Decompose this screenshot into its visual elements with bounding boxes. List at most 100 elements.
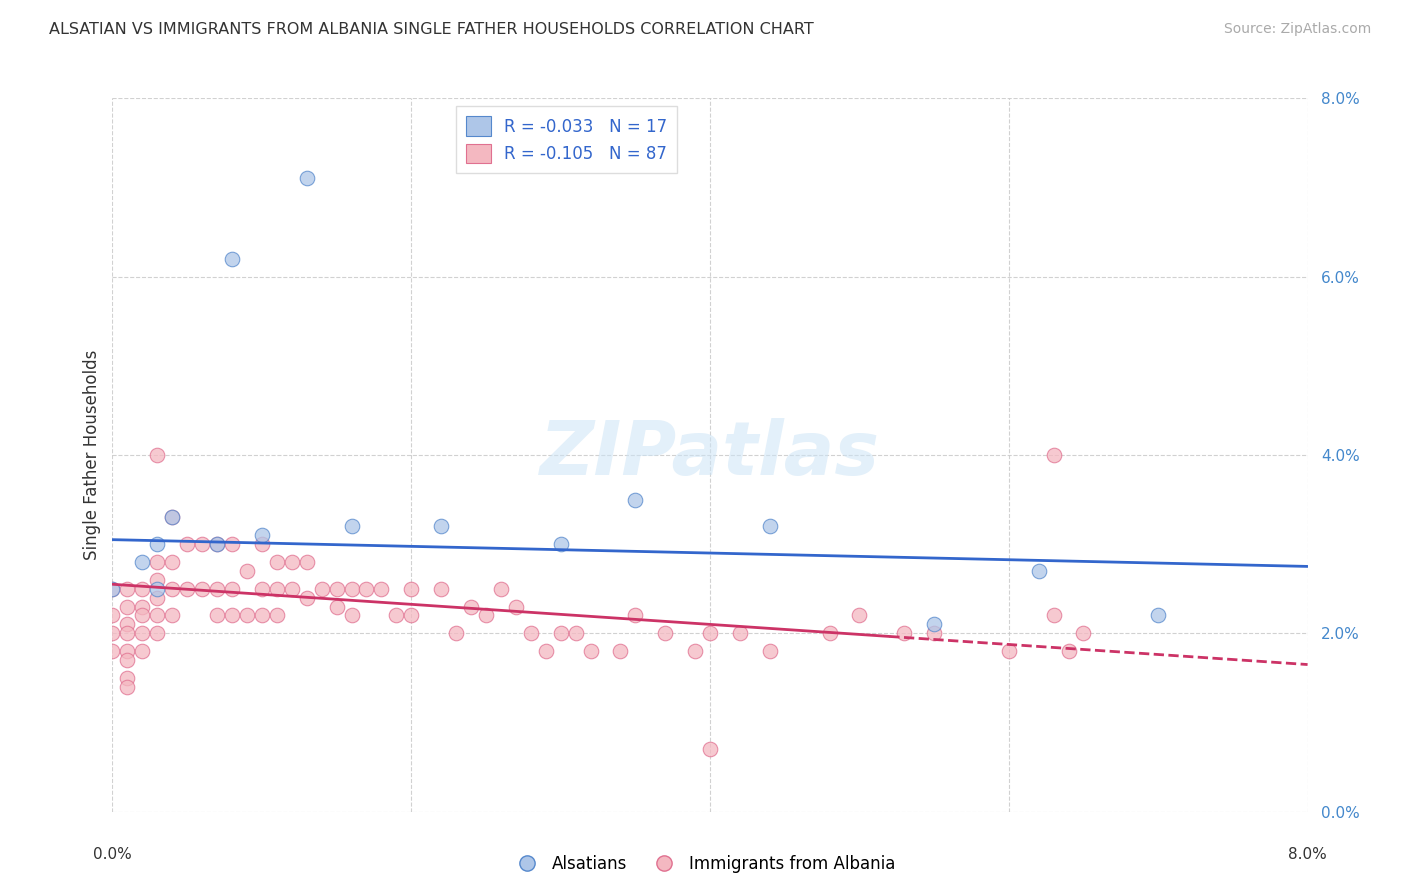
Point	[146, 608, 169, 623]
Point	[818, 626, 841, 640]
Point	[430, 582, 453, 596]
Point	[325, 582, 347, 596]
Point	[534, 644, 557, 658]
Point	[1042, 608, 1064, 623]
Point	[624, 492, 647, 507]
Point	[728, 626, 751, 640]
Point	[221, 537, 243, 551]
Point	[683, 644, 706, 658]
Point	[221, 252, 243, 266]
Point	[205, 582, 228, 596]
Point	[101, 582, 124, 596]
Legend: Alsatians, Immigrants from Albania: Alsatians, Immigrants from Albania	[503, 848, 903, 880]
Point	[295, 591, 318, 605]
Point	[281, 582, 304, 596]
Point	[295, 555, 318, 569]
Point	[131, 582, 153, 596]
Point	[385, 608, 408, 623]
Point	[101, 626, 124, 640]
Point	[1147, 608, 1170, 623]
Point	[311, 582, 333, 596]
Point	[117, 617, 139, 632]
Point	[131, 555, 153, 569]
Text: 0.0%: 0.0%	[93, 847, 132, 863]
Point	[131, 626, 153, 640]
Point	[1073, 626, 1095, 640]
Point	[117, 680, 139, 694]
Point	[176, 537, 198, 551]
Point	[146, 573, 169, 587]
Point	[401, 582, 423, 596]
Point	[117, 644, 139, 658]
Point	[401, 608, 423, 623]
Point	[146, 537, 169, 551]
Point	[131, 599, 153, 614]
Point	[550, 626, 572, 640]
Point	[191, 537, 214, 551]
Point	[191, 582, 214, 596]
Point	[101, 608, 124, 623]
Point	[848, 608, 870, 623]
Point	[117, 626, 139, 640]
Point	[266, 555, 288, 569]
Text: ALSATIAN VS IMMIGRANTS FROM ALBANIA SINGLE FATHER HOUSEHOLDS CORRELATION CHART: ALSATIAN VS IMMIGRANTS FROM ALBANIA SING…	[49, 22, 814, 37]
Point	[758, 644, 780, 658]
Point	[131, 608, 153, 623]
Point	[131, 644, 153, 658]
Point	[430, 519, 453, 533]
Point	[325, 599, 347, 614]
Point	[281, 555, 304, 569]
Point	[162, 510, 183, 524]
Point	[624, 608, 647, 623]
Point	[564, 626, 586, 640]
Point	[146, 591, 169, 605]
Point	[340, 608, 363, 623]
Point	[117, 653, 139, 667]
Point	[117, 582, 139, 596]
Point	[444, 626, 467, 640]
Point	[250, 608, 273, 623]
Point	[221, 582, 243, 596]
Point	[117, 599, 139, 614]
Point	[579, 644, 602, 658]
Text: Source: ZipAtlas.com: Source: ZipAtlas.com	[1223, 22, 1371, 37]
Point	[758, 519, 780, 533]
Point	[236, 608, 259, 623]
Point	[266, 608, 288, 623]
Point	[250, 537, 273, 551]
Point	[146, 582, 169, 596]
Point	[250, 582, 273, 596]
Point	[205, 537, 228, 551]
Point	[370, 582, 392, 596]
Point	[101, 582, 124, 596]
Point	[609, 644, 631, 658]
Point	[550, 537, 572, 551]
Point	[295, 171, 318, 186]
Point	[221, 608, 243, 623]
Point	[699, 626, 721, 640]
Point	[922, 626, 945, 640]
Point	[205, 608, 228, 623]
Point	[340, 519, 363, 533]
Text: 8.0%: 8.0%	[1288, 847, 1327, 863]
Point	[505, 599, 527, 614]
Text: ZIPatlas: ZIPatlas	[540, 418, 880, 491]
Point	[162, 582, 183, 596]
Point	[699, 742, 721, 756]
Point	[489, 582, 512, 596]
Point	[340, 582, 363, 596]
Point	[520, 626, 543, 640]
Point	[146, 555, 169, 569]
Point	[162, 555, 183, 569]
Point	[146, 448, 169, 462]
Point	[162, 608, 183, 623]
Point	[117, 671, 139, 685]
Point	[205, 537, 228, 551]
Point	[460, 599, 482, 614]
Point	[176, 582, 198, 596]
Point	[922, 617, 945, 632]
Point	[146, 626, 169, 640]
Point	[266, 582, 288, 596]
Point	[250, 528, 273, 542]
Point	[1057, 644, 1080, 658]
